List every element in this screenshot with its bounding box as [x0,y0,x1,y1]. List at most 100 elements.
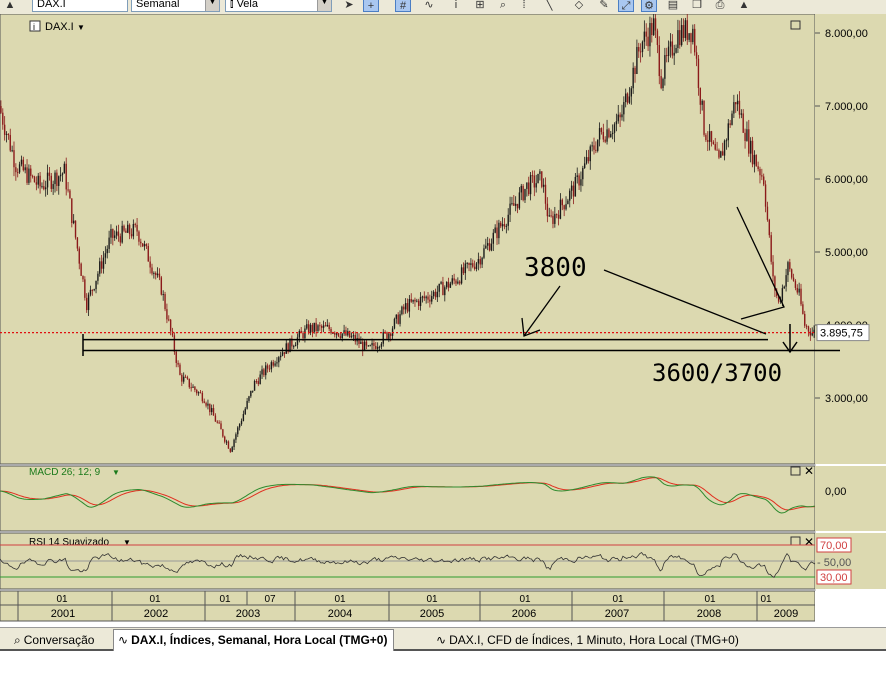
one-to-one-icon[interactable]: ⁞ [522,0,526,11]
macd-line [0,476,816,514]
time-axis-labels: 01 01 01 07 01 01 01 01 01 01 2001 2002 2003 2004 2005… [17,591,798,621]
candle [720,151,722,158]
candle [664,55,666,79]
candle [382,332,384,344]
candle [41,186,43,188]
support-annotations: 3800 3600/3700 [82,206,840,387]
symbol-value: DAX.I [37,0,66,10]
candle [563,205,565,210]
candle [785,275,787,287]
candle [690,33,692,43]
period-select[interactable]: Semanal ▼ [131,0,220,12]
chevron-down-icon[interactable]: ▼ [205,0,219,11]
candle [153,272,155,274]
candle [666,55,668,57]
candle [199,392,202,394]
link-icon[interactable]: ⤢ [618,0,634,12]
candle [218,422,220,424]
maximize-icon[interactable] [790,20,801,30]
time-axis-month: 01 [426,594,438,605]
candle [39,175,41,187]
candle [554,214,556,224]
chart-style-select[interactable]: ⫾ Vela ▼ [225,0,332,12]
close-icon[interactable]: ✕ [804,464,814,478]
candle [296,337,299,345]
candle [97,273,99,281]
eraser-icon[interactable]: ◇ [574,0,584,11]
grid-icon[interactable]: # [395,0,411,12]
annotation-3600-3700: 3600/3700 [652,359,782,387]
pointer-icon[interactable]: ➤ [344,0,354,11]
candle [516,203,519,209]
candle [798,288,800,293]
candle [278,357,280,363]
tab-dax-cfd-1min[interactable]: ∿ DAX.I, CFD de Índices, 1 Minuto, Hora L… [436,630,739,650]
candle [393,318,396,329]
zoom-icon[interactable]: ⌕ [499,0,507,11]
chevron-down-icon[interactable]: ▼ [112,468,120,477]
candle [78,248,80,264]
candle [742,113,744,133]
candle [636,47,638,74]
candle [212,408,215,416]
candle [570,185,573,191]
chart-area[interactable]: i DAX.I ▼ 3.000,004.000,005.000,006.000,… [0,14,886,627]
candle [240,420,243,425]
close-icon[interactable]: ✕ [804,535,814,549]
line-tool-icon[interactable]: ╲ [545,0,553,11]
tab-conversation[interactable]: ⌕ Conversação [14,630,94,650]
candle [582,167,584,180]
candle [123,225,125,231]
symbol-input[interactable]: DAX.I [32,0,128,12]
candle [371,343,373,346]
candle [470,263,472,265]
candle [89,289,92,295]
pen-icon[interactable]: ✎ [599,0,609,11]
candle [134,224,136,226]
candle [130,234,133,237]
candle [56,172,58,186]
candle [580,179,582,186]
candle [233,439,235,448]
candle [524,188,526,201]
scroll-up-icon[interactable]: ▲ [4,0,16,11]
candle [662,78,664,89]
candle [638,47,640,52]
chevron-down-icon[interactable]: ▼ [77,23,85,32]
indicator-icon[interactable]: ∿ [424,0,434,11]
alert-icon[interactable]: ▲ [738,0,750,11]
maximize-icon[interactable] [790,466,801,476]
candle [235,434,237,440]
print-icon[interactable]: ⎙ [715,0,725,11]
candle [43,186,45,190]
copy-icon[interactable]: ❐ [692,0,702,11]
zoom-fit-icon[interactable]: ⊞ [475,0,485,11]
candle [427,296,429,300]
pointer-line [603,269,767,335]
chevron-down-icon[interactable]: ▼ [123,538,131,547]
export-icon[interactable]: ▤ [667,0,679,11]
main-panel-header[interactable]: i DAX.I ▼ [29,20,85,33]
info-icon[interactable] [29,20,41,32]
crosshair-icon[interactable]: + [363,0,379,12]
info-icon[interactable]: i [454,0,458,11]
candle [451,278,453,284]
candle [86,297,88,311]
arrow-head [521,317,541,337]
price-panel[interactable] [0,14,816,465]
toolbar: ▲ DAX.I Semanal ▼ ⫾ Vela ▼ ➤ + # ∿ i ⊞ ⌕ ⁞… [0,0,886,14]
rsi-header[interactable]: RSI 14 Suavizado ▼ [29,537,131,548]
candle [102,257,105,269]
candle [20,159,23,165]
macd-header[interactable]: MACD 26; 12; 9 ▼ [29,467,120,478]
candle [67,189,69,191]
tab-dax-weekly[interactable]: ∿ DAX.I, Índices, Semanal, Hora Local (TM… [113,629,395,652]
candle [164,294,166,310]
macd-panel[interactable] [0,465,816,532]
candle [238,424,241,428]
link-settings-icon[interactable]: ⚙ [641,0,657,12]
pointer-arrow [523,285,561,337]
candle [680,25,683,46]
candle [179,364,181,375]
chevron-down-icon[interactable]: ▼ [317,0,331,11]
